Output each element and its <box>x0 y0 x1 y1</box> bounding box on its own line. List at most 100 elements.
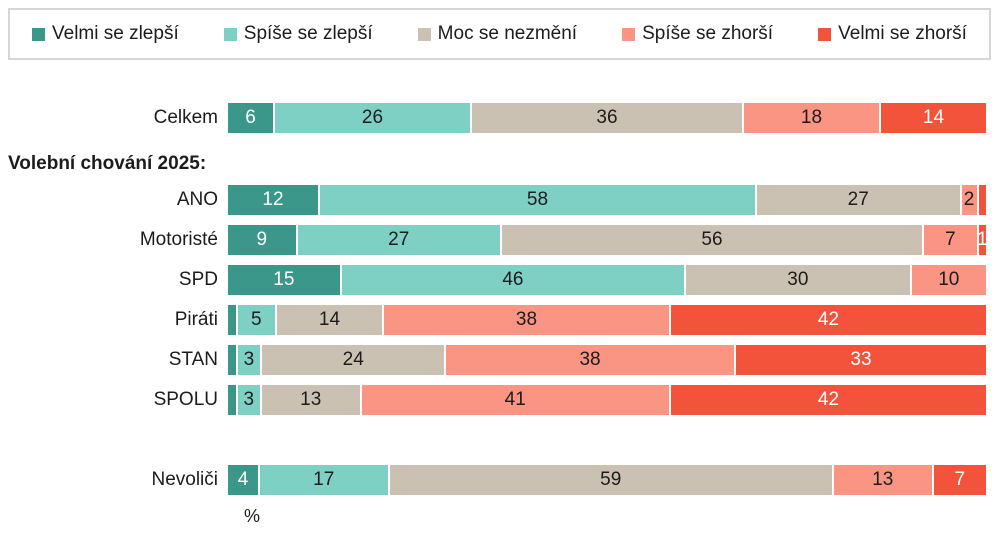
legend-swatch-icon <box>622 27 636 41</box>
bar-track: 4 17 59 13 7 <box>228 465 986 495</box>
bar-segment: 42 <box>671 385 986 415</box>
segment-value: 46 <box>502 269 524 290</box>
legend-swatch-icon <box>32 27 45 41</box>
bar-track: 6 26 36 18 14 <box>228 103 986 133</box>
legend-item-label: Moc se nezmění <box>437 23 578 44</box>
segment-value: 56 <box>701 229 723 250</box>
segment-value: 15 <box>273 269 295 290</box>
bar-segment: 30 <box>686 265 910 295</box>
legend-item-label: Spíše se zhorší <box>642 23 774 44</box>
bar-segment: 1 <box>978 225 987 255</box>
bar-row-celkem: Celkem 6 26 36 18 14 <box>0 103 999 133</box>
bar-segment: 36 <box>472 103 742 133</box>
legend-item-label: Velmi se zlepší <box>52 23 179 44</box>
chart-legend: Velmi se zlepší Spíše se zlepší Moc se nez… <box>8 8 991 60</box>
bar-segment: 6 <box>228 103 273 133</box>
segment-value: 38 <box>579 349 601 370</box>
bar-segment: 7 <box>924 225 977 255</box>
bar-segment: 14 <box>881 103 986 133</box>
legend-swatch-icon <box>417 27 431 41</box>
segment-value: 5 <box>250 309 262 330</box>
segment-value: 14 <box>922 107 945 128</box>
segment-value: 27 <box>847 189 869 210</box>
bar-segment: 4 <box>228 465 258 495</box>
bar-row-spd: SPD 15 46 30 10 <box>0 265 999 295</box>
legend-item-label: Velmi se zhorší <box>838 23 967 44</box>
segment-value: 12 <box>262 189 284 210</box>
bar-row-nevoliči: Nevoliči 4 17 59 13 7 <box>0 465 999 495</box>
segment-value: 30 <box>787 269 809 290</box>
legend-item: Velmi se zhorší <box>818 23 967 45</box>
bar-segment: 59 <box>389 465 832 495</box>
segment-value: 59 <box>600 469 622 490</box>
bar-segment: 41 <box>361 385 669 415</box>
segment-value: 17 <box>313 469 335 490</box>
bar-segment: 33 <box>736 345 986 375</box>
bar-segment <box>228 305 236 335</box>
bar-segment: 38 <box>384 305 669 335</box>
row-label: ANO <box>176 189 218 210</box>
segment-value: 13 <box>300 389 322 410</box>
segment-value: 38 <box>515 309 538 330</box>
segment-value: 41 <box>504 389 526 410</box>
bar-track: 3 24 38 33 <box>228 345 986 375</box>
bar-segment: 42 <box>671 305 986 335</box>
legend-item: Moc se nezmění <box>417 23 578 45</box>
row-label: Celkem <box>153 107 218 128</box>
bar-track: 5 14 38 42 <box>228 305 986 335</box>
legend-item: Spíše se zlepší <box>223 23 373 45</box>
segment-value: 14 <box>318 309 341 330</box>
segment-value: 6 <box>245 107 256 128</box>
axis-unit-label: % <box>244 506 261 526</box>
bar-segment: 58 <box>320 185 755 215</box>
bar-segment: 9 <box>228 225 296 255</box>
segment-value: 7 <box>944 229 956 250</box>
bar-segment: 13 <box>262 385 360 415</box>
segment-value: 2 <box>963 189 975 210</box>
legend-swatch-icon <box>223 27 237 41</box>
segment-value: 3 <box>243 389 255 410</box>
bar-segment: 2 <box>961 185 977 215</box>
row-label: SPOLU <box>153 389 218 410</box>
bar-segment: 18 <box>744 103 879 133</box>
bar-segment: 46 <box>341 265 685 295</box>
bar-row-motoristé: Motoristé 9 27 56 7 1 <box>0 225 999 255</box>
segment-value: 24 <box>342 349 364 370</box>
bar-segment: 3 <box>237 385 260 415</box>
bar-segment: 5 <box>237 305 275 335</box>
legend-swatch-icon <box>818 27 832 41</box>
row-label: Piráti <box>174 309 218 330</box>
bar-segment <box>228 385 236 415</box>
segment-value: 3 <box>243 349 255 370</box>
segment-value: 58 <box>526 189 549 210</box>
chart-body: Celkem 6 26 36 18 14 Volební chování 2025: ANO 1… <box>0 103 999 495</box>
segment-value: 26 <box>361 107 384 128</box>
bar-segment: 38 <box>446 345 734 375</box>
legend-item: Velmi se zlepší <box>32 23 179 45</box>
row-spacer <box>0 425 999 465</box>
bar-segment: 10 <box>911 265 986 295</box>
bar-segment: 7 <box>933 465 986 495</box>
bar-segment: 13 <box>834 465 932 495</box>
bar-segment: 26 <box>275 103 470 133</box>
row-label: Motoristé <box>139 229 218 250</box>
segment-value: 1 <box>978 229 987 250</box>
bar-segment: 17 <box>260 465 388 495</box>
stacked-bar-chart: Velmi se zlepší Spíše se zlepší Moc se nez… <box>0 8 999 537</box>
bar-segment: 56 <box>502 225 922 255</box>
bar-segment: 24 <box>262 345 445 375</box>
bar-row-ano: ANO 12 58 27 2 <box>0 185 999 215</box>
bar-segment: 27 <box>757 185 960 215</box>
bar-track: 15 46 30 10 <box>228 265 986 295</box>
bar-row-stan: STAN 3 24 38 33 <box>0 345 999 375</box>
bar-row-spolu: SPOLU 3 13 41 42 <box>0 385 999 415</box>
segment-value: 27 <box>388 229 410 250</box>
group-header: Volební chování 2025: <box>8 153 207 174</box>
bar-track: 12 58 27 2 <box>228 185 986 215</box>
segment-value: 4 <box>237 469 249 490</box>
segment-value: 36 <box>596 107 618 128</box>
bar-track: 9 27 56 7 1 <box>228 225 986 255</box>
segment-value: 13 <box>872 469 894 490</box>
bar-segment: 15 <box>228 265 340 295</box>
bar-segment: 14 <box>277 305 382 335</box>
